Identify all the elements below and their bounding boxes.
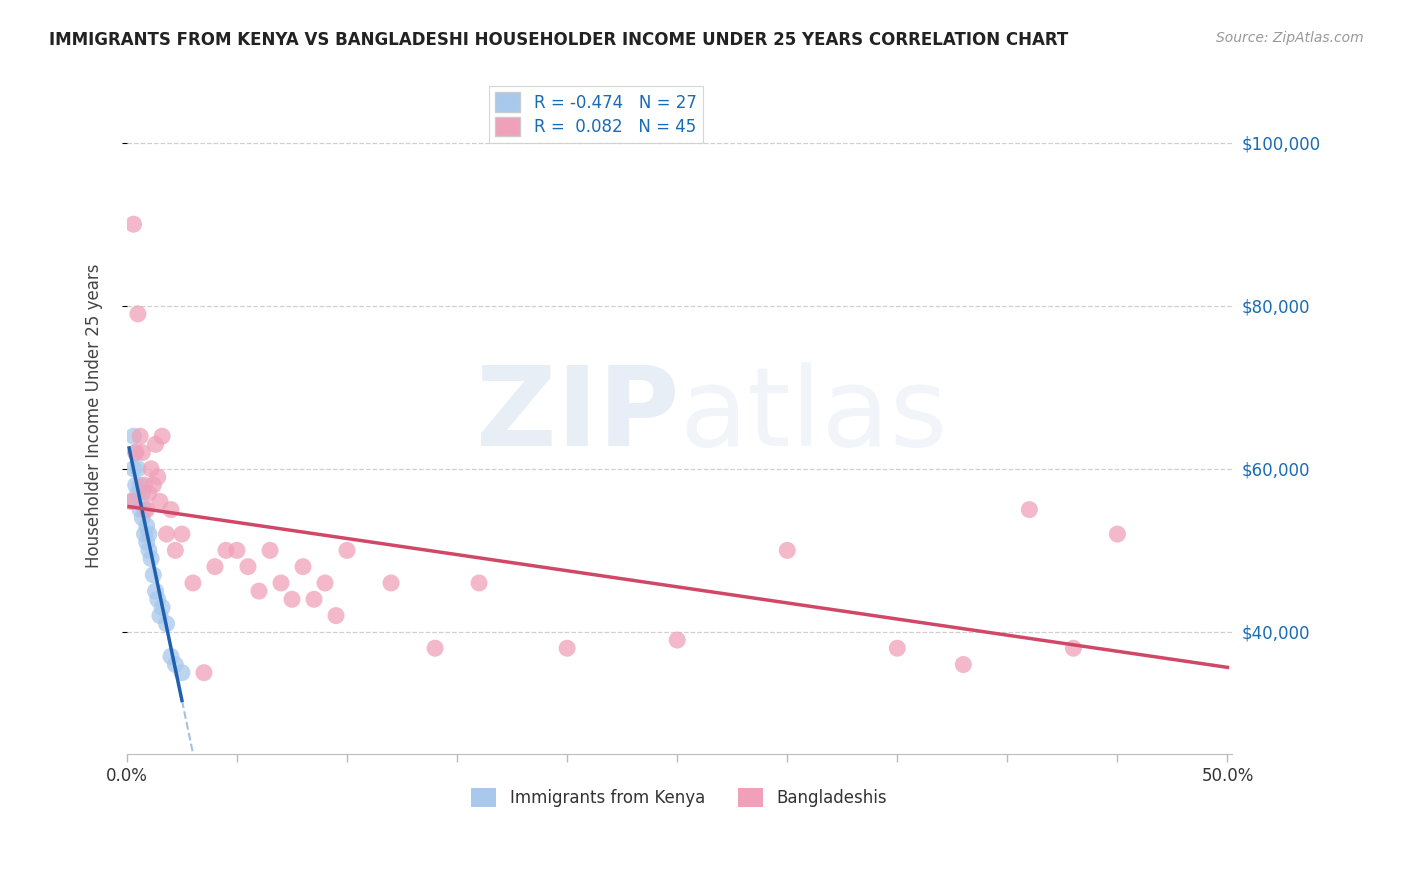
Point [127,307,149,321]
Point [226,543,249,558]
Point [131,486,153,500]
Point [325,608,347,623]
Point [131,445,153,459]
Point [125,478,148,492]
Point [146,470,169,484]
Point [135,535,157,549]
Point [134,527,156,541]
Point [292,559,315,574]
Point [314,576,336,591]
Point [468,576,491,591]
Point [165,657,187,672]
Point [122,462,145,476]
Point [127,486,149,500]
Point [281,592,304,607]
Text: Source: ZipAtlas.com: Source: ZipAtlas.com [1216,31,1364,45]
Point [160,649,183,664]
Point [145,584,167,599]
Text: ZIP: ZIP [477,362,679,469]
Point [129,502,152,516]
Point [1018,502,1040,516]
Point [215,543,238,558]
Point [380,576,402,591]
Point [139,551,162,566]
Text: IMMIGRANTS FROM KENYA VS BANGLADESHI HOUSEHOLDER INCOME UNDER 25 YEARS CORRELATI: IMMIGRANTS FROM KENYA VS BANGLADESHI HOU… [49,31,1069,49]
Point [122,429,145,443]
Point [886,641,908,656]
Point [149,494,172,508]
Point [1062,641,1084,656]
Point [129,478,152,492]
Point [666,633,689,648]
Point [302,592,325,607]
Point [134,502,156,516]
Point [138,527,160,541]
Point [139,462,162,476]
Point [135,502,157,516]
Point [236,559,259,574]
Point [155,527,177,541]
Point [555,641,578,656]
Point [181,576,204,591]
Point [142,567,165,582]
Legend: Immigrants from Kenya, Bangladeshis: Immigrants from Kenya, Bangladeshis [465,781,894,814]
Point [120,494,142,508]
Point [155,616,177,631]
Point [193,665,215,680]
Point [125,445,148,459]
Point [142,478,165,492]
Point [122,217,145,231]
Point [129,429,152,443]
Point [952,657,974,672]
Point [170,665,193,680]
Point [1107,527,1129,541]
Point [160,502,183,516]
Point [336,543,359,558]
Point [423,641,446,656]
Y-axis label: Householder Income Under 25 years: Householder Income Under 25 years [86,263,103,568]
Point [270,576,292,591]
Point [247,584,270,599]
Point [120,494,142,508]
Point [125,445,148,459]
Point [149,608,172,623]
Point [131,510,153,524]
Point [146,592,169,607]
Point [165,543,187,558]
Point [170,527,193,541]
Point [138,486,160,500]
Text: atlas: atlas [679,362,948,469]
Point [150,600,173,615]
Point [145,437,167,451]
Point [259,543,281,558]
Point [204,559,226,574]
Point [138,543,160,558]
Point [150,429,173,443]
Point [776,543,799,558]
Point [127,462,149,476]
Point [135,519,157,533]
Point [134,478,156,492]
